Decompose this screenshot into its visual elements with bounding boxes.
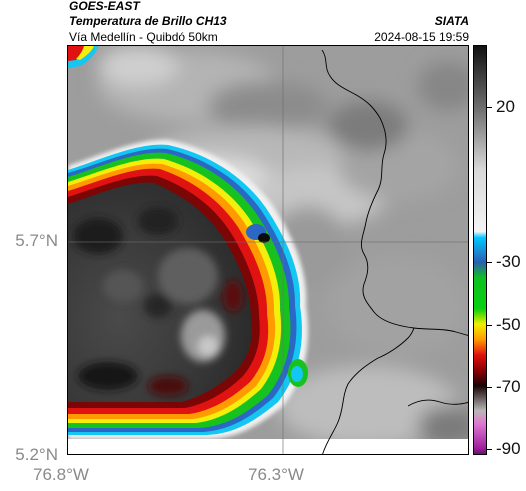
admin-boundaries xyxy=(321,49,468,454)
colorbar xyxy=(473,45,487,455)
colorbar-tick-label: -30 xyxy=(496,252,521,272)
product-title: Temperatura de Brillo CH13 xyxy=(69,14,227,28)
longitude-tick-label: 76.3°W xyxy=(248,465,304,484)
storm-core-texture xyxy=(73,207,243,396)
gridlines xyxy=(68,46,468,454)
no-data-strip xyxy=(68,439,468,454)
colorbar-tick-label: 20 xyxy=(496,97,515,117)
colorbar-tick-label: -70 xyxy=(496,376,521,396)
colorbar-tick xyxy=(487,448,492,450)
colorbar-tick xyxy=(487,262,492,264)
latitude-tick-label: 5.7°N xyxy=(15,231,58,250)
colorbar-tick xyxy=(487,324,492,326)
storm-cell xyxy=(68,46,308,439)
colorbar-tick xyxy=(487,386,492,388)
datetime-label: 2024-08-15 19:59 xyxy=(374,30,469,44)
latitude-tick-label: 5.2°N xyxy=(15,445,58,464)
map-canvas xyxy=(68,46,468,454)
municipal-boundary xyxy=(407,399,468,407)
region-subtitle: Vía Medellín - Quibdó 50km xyxy=(69,30,218,44)
department-boundary-west xyxy=(321,49,468,336)
satellite-title: GOES-EAST xyxy=(69,0,140,13)
colorbar-tick xyxy=(487,107,492,109)
colorbar-tick-label: -90 xyxy=(496,438,521,458)
department-boundary-south xyxy=(322,327,415,454)
satellite-map xyxy=(67,45,469,455)
longitude-tick-label: 76.8°W xyxy=(33,465,89,484)
organization-label: SIATA xyxy=(434,14,469,28)
colorbar-tick-label: -50 xyxy=(496,314,521,334)
